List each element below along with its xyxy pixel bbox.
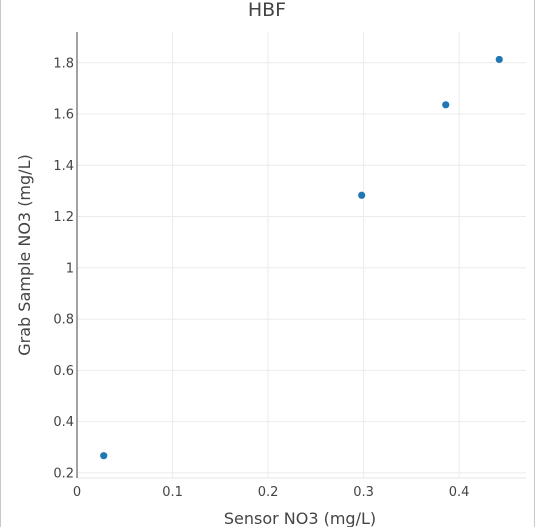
- y-tick-label: 0.4: [53, 415, 74, 430]
- x-tick-label: 0.3: [353, 485, 374, 500]
- y-tick-label: 0.2: [53, 466, 74, 481]
- y-tick-label: 1.4: [53, 159, 74, 174]
- y-tick-label: 1: [66, 261, 74, 276]
- y-gridlines: [77, 62, 526, 474]
- data-point[interactable]: [442, 101, 450, 109]
- data-points: [100, 55, 503, 460]
- y-tick-label: 1.6: [53, 108, 74, 123]
- x-gridlines: [172, 32, 460, 478]
- chart-title: HBF: [248, 0, 286, 21]
- y-axis-title: Grab Sample NO3 (mg/L): [15, 154, 34, 355]
- x-tick-labels: 0 0.1 0.2 0.3 0.4: [73, 485, 470, 500]
- y-tick-labels: 0.2 0.4 0.6 0.8 1 1.2 1.4 1.6 1.8: [53, 56, 74, 481]
- data-point[interactable]: [495, 55, 503, 64]
- y-tick-label: 1.8: [53, 56, 74, 71]
- data-point[interactable]: [358, 191, 366, 199]
- y-tick-label: 0.8: [53, 313, 74, 328]
- x-tick-label: 0.1: [162, 485, 183, 500]
- data-point[interactable]: [100, 452, 108, 460]
- x-axis-title: Sensor NO3 (mg/L): [224, 509, 376, 527]
- y-tick-label: 1.2: [53, 210, 74, 225]
- x-tick-label: 0.2: [258, 485, 279, 500]
- y-tick-label: 0.6: [53, 364, 74, 379]
- x-tick-label: 0.4: [449, 485, 470, 500]
- x-tick-label: 0: [73, 485, 81, 500]
